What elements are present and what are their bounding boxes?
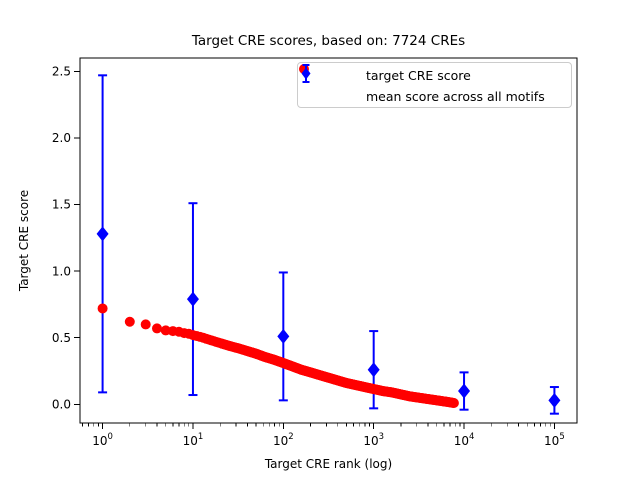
tick-labels: 100 101 102 103 104 105 0.0 0.5 1.0 1.5 2.0 2.5 (52, 65, 565, 448)
y-tick-label: 0.5 (52, 331, 71, 345)
legend: target CRE score mean score across all m… (297, 62, 572, 108)
x-tick-label: 105 (544, 432, 565, 448)
legend-label-target-cre-score: target CRE score (366, 68, 471, 83)
mean-score-diamond (458, 383, 471, 399)
target-score-series (97, 303, 459, 409)
y-tick-label: 1.0 (52, 264, 71, 278)
legend-item-mean-score: mean score across all motifs (298, 64, 571, 107)
y-axis-label: Target CRE score (17, 190, 31, 292)
x-tick-label: 101 (183, 432, 204, 448)
mean-score-diamond (96, 226, 109, 242)
red-circle-marker-icon (299, 64, 352, 86)
mean-score-diamond (548, 392, 561, 408)
x-tick-label: 104 (454, 432, 475, 448)
plot-layer: 100 101 102 103 104 105 0.0 0.5 1.0 1.5 2.0 2.5 (52, 57, 578, 448)
blue-diamond-errorbar-marker-icon (301, 64, 352, 107)
axis-ticks (74, 70, 555, 429)
y-tick-label: 2.0 (52, 131, 71, 145)
mean-score-errorbar-series (96, 74, 561, 415)
y-tick-label: 2.5 (52, 65, 71, 79)
mean-score-diamond (277, 328, 290, 344)
legend-item-target-cre-score: target CRE score (298, 64, 571, 86)
plot-border (79, 57, 578, 424)
x-axis-label: Target CRE rank (log) (264, 457, 392, 471)
mean-score-diamond (367, 362, 380, 378)
y-tick-label: 1.5 (52, 198, 71, 212)
mean-score-diamond (186, 291, 199, 307)
x-tick-label: 100 (92, 432, 113, 448)
y-tick-label: 0.0 (52, 398, 71, 412)
chart-title: Target CRE scores, based on: 7724 CREs (191, 33, 465, 49)
legend-label-mean-score: mean score across all motifs (366, 89, 545, 104)
x-tick-label: 103 (363, 432, 384, 448)
x-tick-label: 102 (273, 432, 294, 448)
